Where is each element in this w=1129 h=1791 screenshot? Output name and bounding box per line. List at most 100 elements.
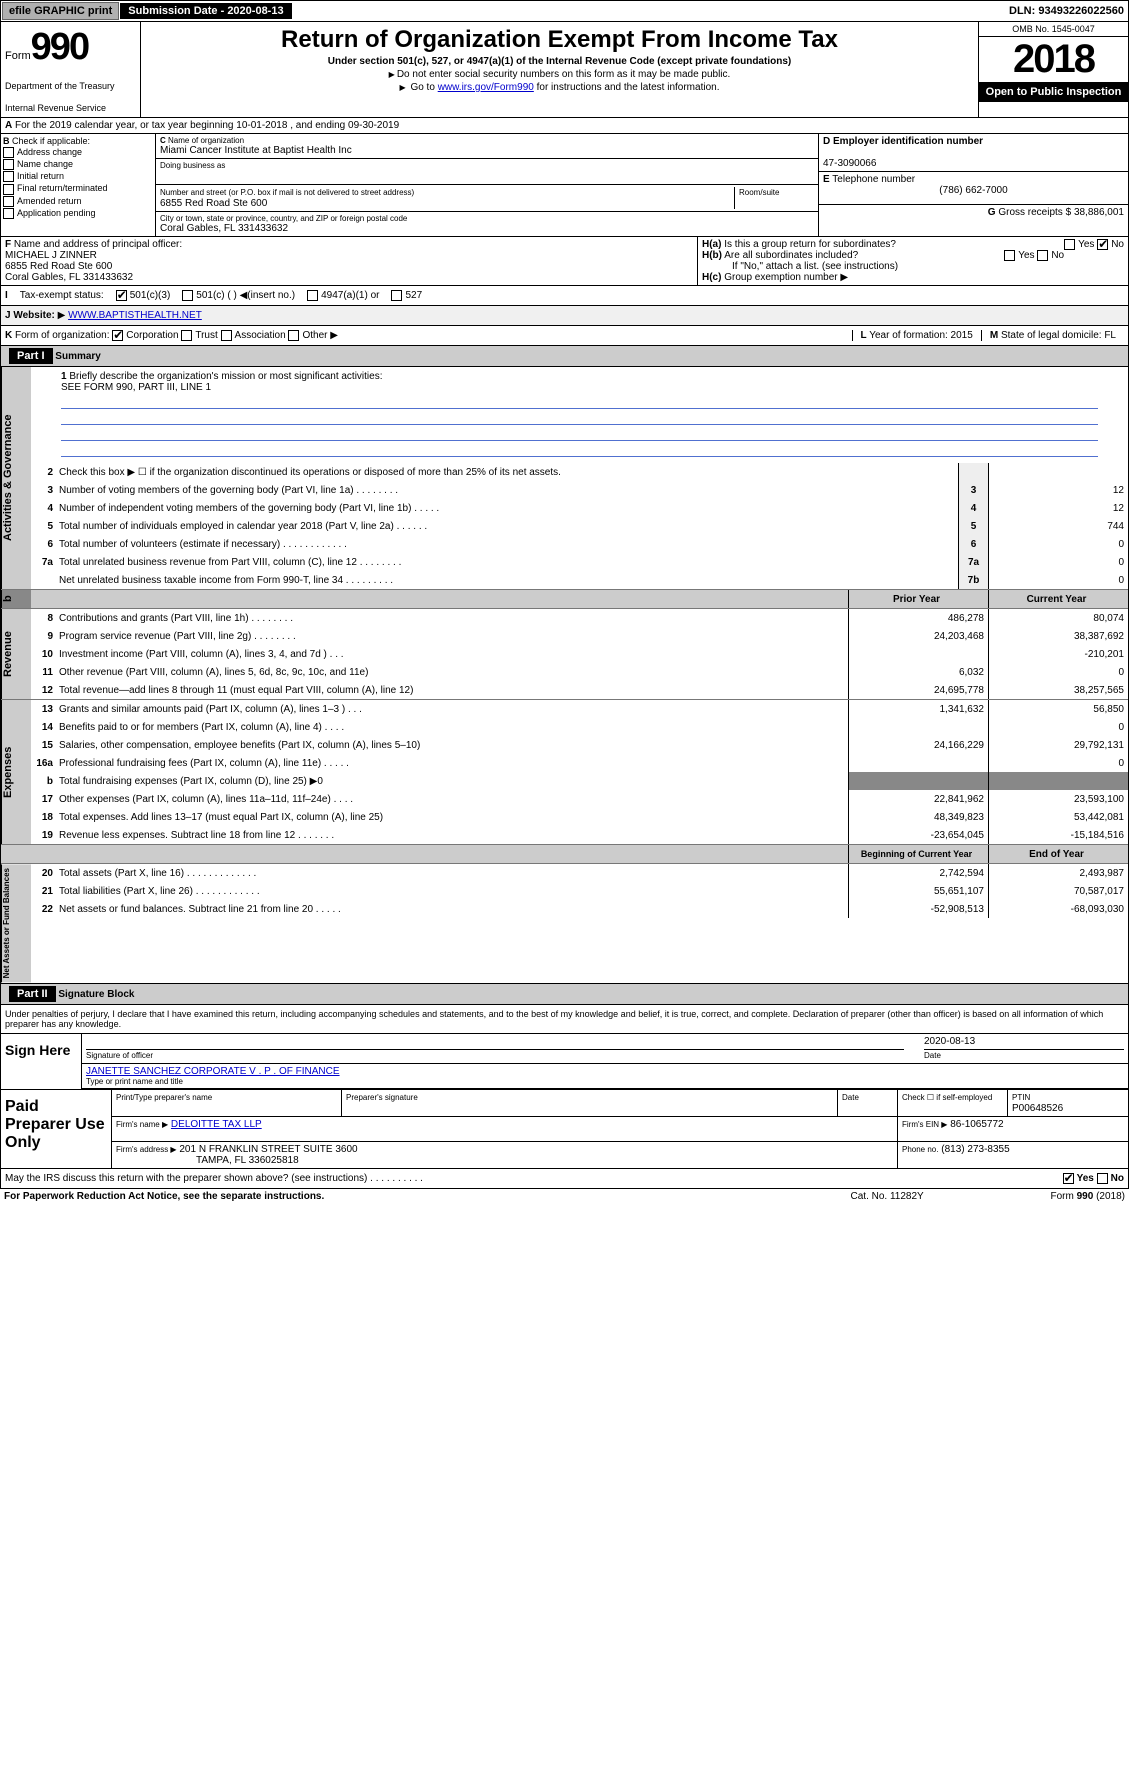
perjury-text: Under penalties of perjury, I declare th… (1, 1005, 1128, 1034)
goto-pre: Go to (410, 82, 437, 93)
tax-year: 2018 (979, 37, 1128, 82)
discuss-no: No (1111, 1173, 1124, 1184)
officer-name: MICHAEL J ZINNER (5, 250, 97, 261)
part2-header: Part II Signature Block (0, 984, 1129, 1005)
chk-initial[interactable]: Initial return (3, 171, 153, 182)
summary-line: 4Number of independent voting members of… (31, 499, 1128, 517)
officer-label: Name and address of principal officer: (14, 239, 182, 250)
hb-label: Are all subordinates included? (724, 250, 858, 261)
summary-line: 9Program service revenue (Part VIII, lin… (31, 627, 1128, 645)
ein-label: Employer identification number (833, 136, 983, 147)
officer-addr1: 6855 Red Road Ste 600 (5, 261, 112, 272)
summary-body: Activities & Governance 1 Briefly descri… (0, 367, 1129, 983)
firm-name-label: Firm's name ▶ (116, 1120, 168, 1129)
omb-number: OMB No. 1545-0047 (979, 22, 1128, 37)
submission-date: Submission Date - 2020-08-13 (120, 3, 291, 19)
begin-year-hdr: Beginning of Current Year (848, 845, 988, 863)
form990-link[interactable]: www.irs.gov/Form990 (438, 82, 534, 93)
phone-label: Telephone number (832, 174, 915, 185)
dept-irs: Internal Revenue Service (5, 103, 136, 113)
officer-name-link[interactable]: JANETTE SANCHEZ CORPORATE V . P . OF FIN… (86, 1066, 1124, 1077)
summary-line: 21Total liabilities (Part X, line 26) . … (31, 882, 1128, 900)
summary-line: 20Total assets (Part X, line 16) . . . .… (31, 864, 1128, 882)
chk-pending[interactable]: Application pending (3, 208, 153, 219)
firm-addr1: 201 N FRANKLIN STREET SUITE 3600 (179, 1144, 357, 1155)
prep-phone-label: Phone no. (902, 1145, 938, 1154)
hc-label: Group exemption number (724, 272, 837, 283)
side-net-assets: Net Assets or Fund Balances (1, 864, 31, 982)
opt-trust: Trust (195, 330, 217, 341)
firm-ein: 86-1065772 (950, 1119, 1003, 1130)
sig-officer-label: Signature of officer (86, 1051, 153, 1060)
summary-line: 13Grants and similar amounts paid (Part … (31, 700, 1128, 718)
summary-line: 5Total number of individuals employed in… (31, 517, 1128, 535)
summary-line: 10Investment income (Part VIII, column (… (31, 645, 1128, 663)
box-b-label: Check if applicable: (12, 136, 90, 146)
pra-notice: For Paperwork Reduction Act Notice, see … (4, 1191, 851, 1202)
opt-assoc: Association (235, 330, 286, 341)
summary-line: 16aProfessional fundraising fees (Part I… (31, 754, 1128, 772)
form-number: Form 990 (5, 26, 136, 69)
room-label: Room/suite (739, 188, 779, 197)
summary-line: 15Salaries, other compensation, employee… (31, 736, 1128, 754)
city-state-zip: Coral Gables, FL 331433632 (160, 223, 814, 234)
opt-other: Other (302, 330, 327, 341)
line1-no: 1 (61, 371, 67, 382)
part2-badge: Part II (9, 986, 56, 1002)
chk-final[interactable]: Final return/terminated (3, 183, 153, 194)
form-title: Return of Organization Exempt From Incom… (145, 26, 974, 54)
chk-501c3[interactable]: 501(c)(3) (116, 290, 171, 301)
paid-preparer-label: Paid Preparer Use Only (1, 1090, 111, 1168)
phone-value: (786) 662-7000 (823, 185, 1124, 196)
top-bar: efile GRAPHIC print Submission Date - 20… (0, 0, 1129, 22)
side-governance: Activities & Governance (1, 367, 31, 589)
summary-line: 17Other expenses (Part IX, column (A), l… (31, 790, 1128, 808)
prior-year-hdr: Prior Year (848, 590, 988, 608)
chk-527[interactable]: 527 (391, 290, 422, 301)
year-formation: Year of formation: 2015 (869, 330, 973, 341)
tax-year-range: For the 2019 calendar year, or tax year … (15, 120, 399, 131)
summary-line: 2Check this box ▶ ☐ if the organization … (31, 463, 1128, 481)
ptin-value: P00648526 (1012, 1103, 1063, 1114)
row-j: J Website: ▶ WWW.BAPTISTHEALTH.NET (0, 306, 1129, 326)
chk-name[interactable]: Name change (3, 159, 153, 170)
org-name-label: Name of organization (168, 136, 244, 145)
dba-label: Doing business as (160, 161, 814, 170)
website-link[interactable]: WWW.BAPTISTHEALTH.NET (68, 310, 202, 321)
chk-501c[interactable]: 501(c) ( ) ◀(insert no.) (182, 290, 295, 301)
summary-line: 11Other revenue (Part VIII, column (A), … (31, 663, 1128, 681)
officer-addr2: Coral Gables, FL 331433632 (5, 272, 133, 283)
summary-line: bTotal fundraising expenses (Part IX, co… (31, 772, 1128, 790)
gross-label: Gross receipts $ (998, 207, 1071, 218)
end-year-hdr: End of Year (988, 845, 1128, 863)
chk-address[interactable]: Address change (3, 147, 153, 158)
opt-corp: Corporation (126, 330, 178, 341)
section-a: A For the 2019 calendar year, or tax yea… (0, 118, 1129, 134)
line1-text: Briefly describe the organization's miss… (69, 371, 382, 382)
prep-phone: (813) 273-8355 (941, 1144, 1009, 1155)
goto-post: for instructions and the latest informat… (534, 82, 720, 93)
form-subtitle: Under section 501(c), 527, or 4947(a)(1)… (145, 56, 974, 67)
part1-header: Part I Summary (0, 346, 1129, 367)
side-expenses: Expenses (1, 700, 31, 844)
dept-treasury: Department of the Treasury (5, 81, 136, 91)
ha-label: Is this a group return for subordinates? (724, 239, 896, 250)
ein-value: 47-3090066 (823, 158, 876, 169)
part2-title: Signature Block (58, 989, 134, 1000)
side-b: b (1, 590, 31, 608)
note-ssn: Do not enter social security numbers on … (145, 69, 974, 80)
summary-line: 3Number of voting members of the governi… (31, 481, 1128, 499)
chk-4947[interactable]: 4947(a)(1) or (307, 290, 379, 301)
org-name: Miami Cancer Institute at Baptist Health… (160, 145, 814, 156)
prep-name-label: Print/Type preparer's name (116, 1093, 212, 1102)
side-revenue: Revenue (1, 609, 31, 699)
open-to-public: Open to Public Inspection (979, 82, 1128, 102)
dln: DLN: 93493226022560 (1009, 5, 1128, 17)
box-b: B Check if applicable: Address change Na… (1, 134, 156, 236)
firm-name-link[interactable]: DELOITTE TAX LLP (171, 1119, 262, 1130)
gross-value: 38,886,001 (1074, 207, 1124, 218)
chk-amended[interactable]: Amended return (3, 196, 153, 207)
efile-btn[interactable]: efile GRAPHIC print (2, 2, 119, 20)
ptin-label: PTIN (1012, 1093, 1030, 1102)
summary-line: 18Total expenses. Add lines 13–17 (must … (31, 808, 1128, 826)
